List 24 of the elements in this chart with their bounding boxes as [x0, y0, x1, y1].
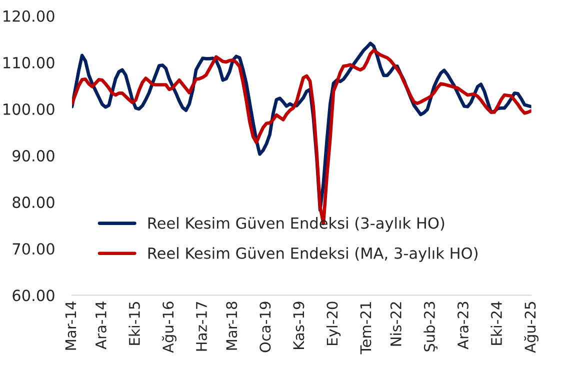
y-tick-label: 90.00	[12, 150, 54, 162]
y-tick-label: 80.00	[12, 196, 54, 208]
x-tick-label: Ağu-16	[162, 302, 176, 353]
x-tick-label: Ara-23	[457, 302, 468, 350]
y-tick-label: 120.00	[4, 10, 54, 22]
y-tick-label: 60.00	[12, 290, 54, 302]
x-tick-label: Eki-15	[128, 302, 140, 345]
legend-label: Reel Kesim Güven Endeksi (MA, 3-aylık HO)	[148, 247, 478, 262]
legend-label: Reel Kesim Güven Endeksi (3-aylık HO)	[148, 217, 444, 232]
x-tick-label: Eki-24	[490, 302, 502, 345]
x-tick-label: Tem-21	[360, 302, 372, 354]
y-tick-label: 70.00	[12, 243, 54, 255]
x-tick-label: Nis-22	[390, 302, 402, 346]
x-tick-label: Mar-18	[226, 302, 238, 350]
x-tick-label: Şub-23	[424, 302, 438, 352]
x-tick-label: Eyl-20	[326, 302, 341, 346]
y-tick-label: 100.00	[4, 103, 54, 115]
x-tick-label: Ara-14	[96, 302, 106, 350]
x-tick-label: Oca-19	[260, 302, 271, 352]
x-tick-label: Mar-14	[65, 302, 76, 350]
x-tick-label: Haz-17	[196, 302, 207, 351]
x-tick-label: Ağu-25	[524, 302, 539, 353]
y-tick-label: 110.00	[4, 56, 54, 68]
x-tick-label: Kas-19	[293, 302, 304, 349]
